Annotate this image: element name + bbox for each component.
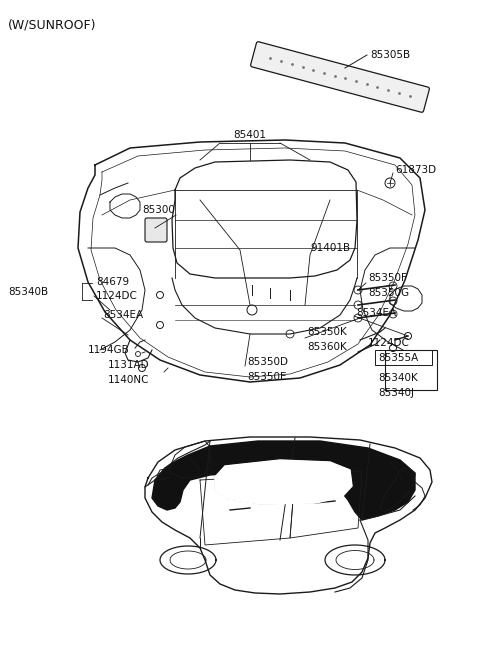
- Text: 85350F: 85350F: [368, 273, 407, 283]
- FancyBboxPatch shape: [145, 218, 167, 242]
- Text: 85350G: 85350G: [368, 288, 409, 298]
- Text: 91401B: 91401B: [310, 243, 350, 253]
- Text: 85350D: 85350D: [247, 357, 288, 367]
- Text: 61873D: 61873D: [395, 165, 436, 175]
- Text: (W/SUNROOF): (W/SUNROOF): [8, 18, 96, 31]
- Text: 1140NC: 1140NC: [108, 375, 149, 385]
- Bar: [375, 350, 432, 365]
- Text: 85350E: 85350E: [247, 372, 287, 382]
- Text: 85305B: 85305B: [370, 50, 410, 60]
- Ellipse shape: [303, 461, 317, 475]
- Text: 8534EA: 8534EA: [356, 308, 396, 318]
- Text: 85401: 85401: [233, 130, 266, 140]
- Text: 85350K: 85350K: [307, 327, 347, 337]
- Ellipse shape: [241, 465, 255, 479]
- Polygon shape: [215, 460, 352, 504]
- Text: 85300: 85300: [142, 205, 175, 215]
- Text: 1131AD: 1131AD: [108, 360, 150, 370]
- Text: 85360K: 85360K: [307, 342, 347, 352]
- Text: 1124DC: 1124DC: [368, 338, 410, 348]
- Text: 85340J: 85340J: [378, 388, 414, 398]
- Text: 1194GB: 1194GB: [88, 345, 130, 355]
- Polygon shape: [152, 441, 415, 520]
- Text: 8534EA: 8534EA: [103, 310, 143, 320]
- Text: 85340B: 85340B: [8, 287, 48, 297]
- Text: 85355A: 85355A: [378, 353, 418, 363]
- Text: 85340K: 85340K: [378, 373, 418, 383]
- Text: 84679: 84679: [96, 277, 129, 287]
- Text: 1124DC: 1124DC: [96, 291, 138, 301]
- FancyBboxPatch shape: [251, 42, 430, 112]
- Bar: [385, 350, 437, 390]
